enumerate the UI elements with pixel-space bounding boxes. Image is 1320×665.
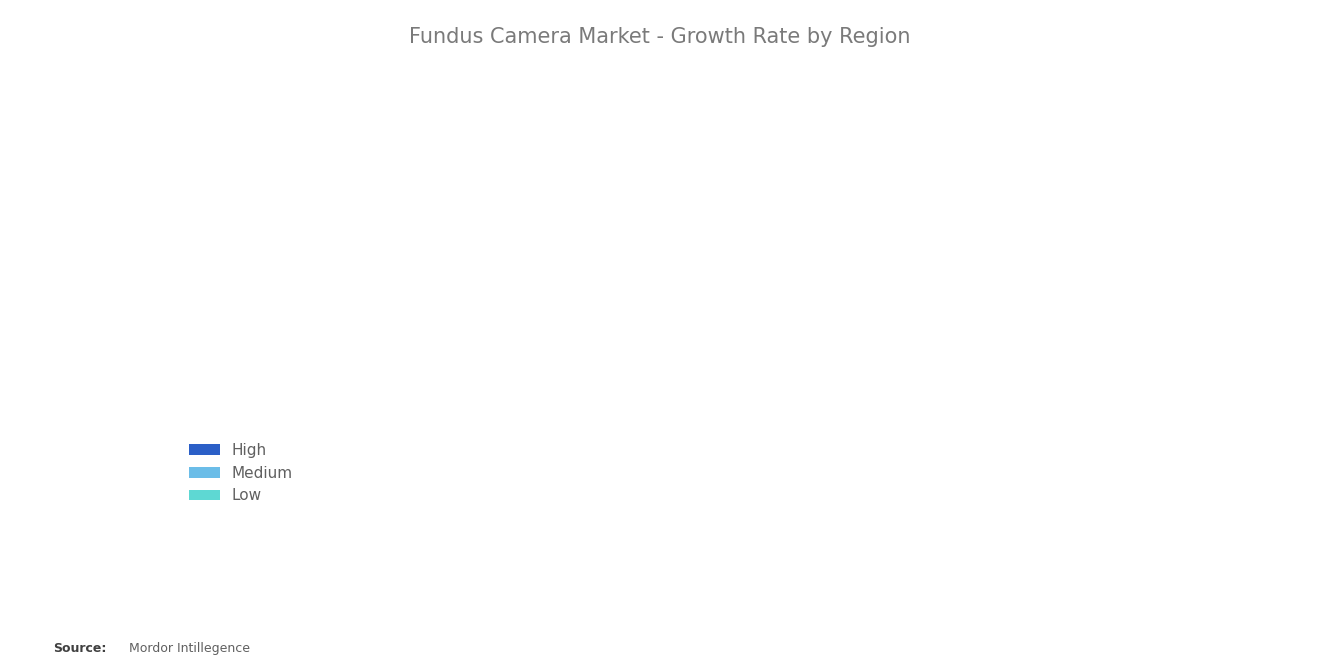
Text: Source:: Source: — [53, 642, 106, 655]
Legend: High, Medium, Low: High, Medium, Low — [183, 437, 300, 509]
Text: Mordor Intillegence: Mordor Intillegence — [125, 642, 251, 655]
Text: Fundus Camera Market - Growth Rate by Region: Fundus Camera Market - Growth Rate by Re… — [409, 27, 911, 47]
